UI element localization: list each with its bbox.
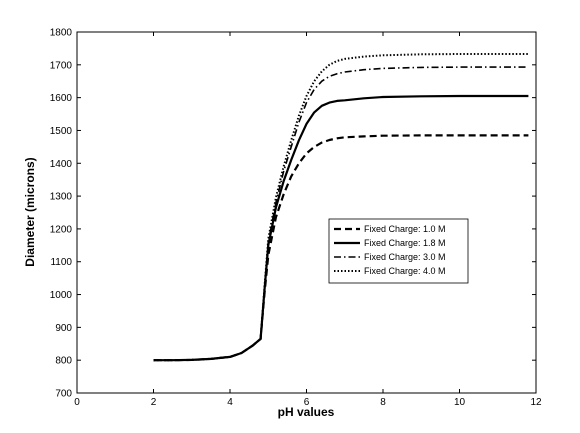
x-tick-label: 8 bbox=[380, 397, 386, 408]
legend: Fixed Charge: 1.0 M Fixed Charge: 1.8 M Fi… bbox=[328, 218, 469, 284]
y-tick-label: 1400 bbox=[50, 159, 73, 170]
y-tick-label: 1500 bbox=[50, 126, 73, 137]
y-tick-label: 1700 bbox=[50, 60, 73, 71]
y-tick-label: 1100 bbox=[50, 257, 72, 268]
legend-label: Fixed Charge: 1.8 M bbox=[364, 238, 446, 248]
x-tick-label: 10 bbox=[454, 397, 466, 408]
x-tick-label: 4 bbox=[227, 397, 233, 408]
legend-box bbox=[328, 218, 469, 284]
y-tick-label: 700 bbox=[55, 389, 72, 400]
series-lines bbox=[153, 53, 529, 362]
y-tick-label: 800 bbox=[55, 356, 72, 367]
y-tick-label: 1800 bbox=[50, 28, 73, 39]
y-axis-title: Diameter (microns) bbox=[23, 157, 37, 266]
y-tick-label: 1600 bbox=[50, 93, 73, 104]
x-tick-label: 12 bbox=[530, 397, 542, 408]
y-axis-ticks: 700 800 900 1000 1100 1200 1300 1400 1500 1600 170… bbox=[50, 28, 536, 400]
series-line-3 bbox=[153, 66, 529, 362]
legend-label: Fixed Charge: 4.0 M bbox=[364, 266, 446, 276]
legend-label: Fixed Charge: 3.0 M bbox=[364, 252, 446, 262]
legend-label: Fixed Charge: 1.0 M bbox=[364, 224, 446, 234]
plot-frame bbox=[76, 31, 537, 394]
x-tick-label: 2 bbox=[151, 397, 157, 408]
x-tick-label: 0 bbox=[74, 397, 80, 408]
y-tick-label: 1200 bbox=[50, 224, 73, 235]
y-tick-label: 1000 bbox=[50, 290, 73, 301]
x-tick-label: 6 bbox=[304, 397, 310, 408]
y-tick-label: 1300 bbox=[50, 192, 73, 203]
y-tick-label: 900 bbox=[55, 323, 72, 334]
x-axis-title: pH values bbox=[278, 405, 335, 419]
series-line-4 bbox=[153, 53, 529, 362]
x-axis-ticks: 0 2 4 6 8 10 12 bbox=[74, 32, 542, 408]
